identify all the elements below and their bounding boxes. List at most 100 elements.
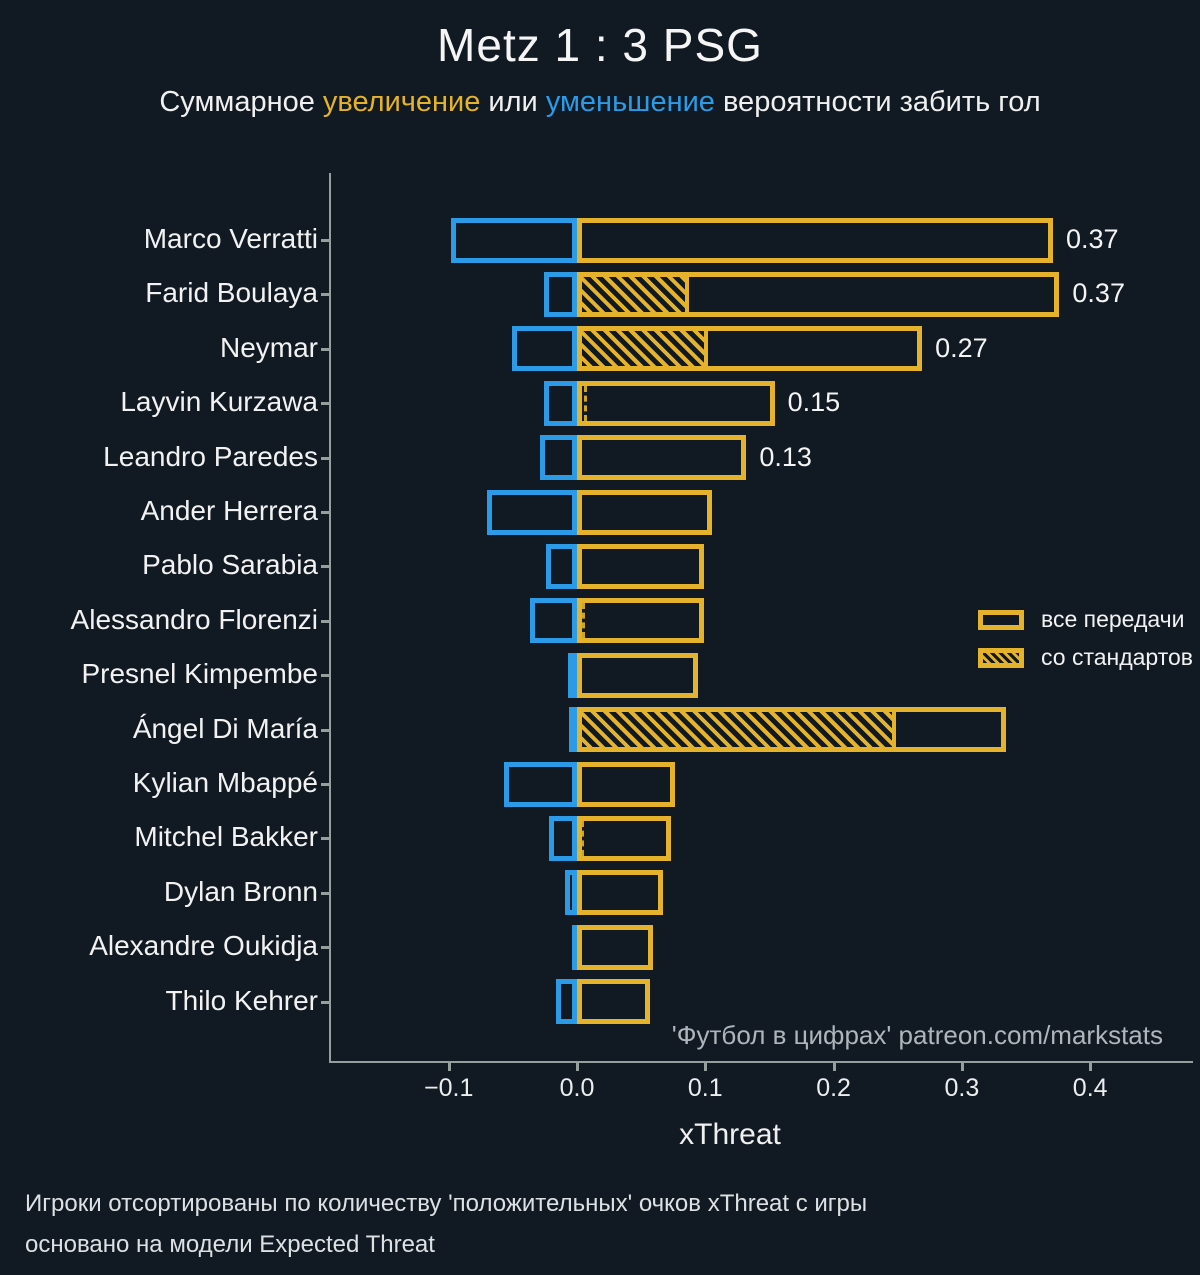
x-tick-label: 0.0	[559, 1074, 595, 1102]
bar-value-label: 0.37	[1072, 278, 1125, 309]
player-label: Dylan Bronn	[163, 875, 318, 907]
bar-value-label: 0.13	[759, 441, 812, 472]
x-tick	[576, 1062, 579, 1071]
bar-positive	[577, 652, 698, 698]
y-tick	[321, 837, 330, 841]
player-label: Ángel Di María	[132, 712, 318, 744]
y-tick	[321, 946, 330, 950]
y-tick	[321, 511, 330, 514]
x-tick	[960, 1062, 964, 1071]
bar-positive	[577, 435, 747, 481]
subtitle-mid: или	[480, 86, 546, 118]
bar-negative	[556, 979, 577, 1025]
y-tick	[321, 619, 330, 623]
player-label: Marco Verratti	[143, 223, 318, 254]
bar-negative	[503, 761, 577, 807]
bar-negative	[451, 217, 577, 263]
y-axis-spine	[329, 173, 331, 1063]
player-label: Layvin Kurzawa	[120, 386, 318, 418]
x-tick	[1089, 1062, 1093, 1071]
bar-value-label: 0.37	[1065, 224, 1119, 254]
bar-negative	[548, 815, 577, 861]
player-label: Neymar	[219, 331, 318, 363]
bar-set-piece	[577, 603, 586, 639]
y-tick	[321, 783, 330, 786]
bar-set-piece	[577, 820, 584, 856]
x-tick-label: 0.1	[687, 1074, 723, 1102]
bar-positive	[577, 924, 653, 970]
bar-positive	[577, 761, 675, 807]
footer-note-line1: Игроки отсортированы по количеству 'поло…	[25, 1190, 868, 1217]
bar-positive	[577, 380, 775, 426]
y-tick	[321, 402, 330, 406]
bar-positive	[577, 815, 671, 861]
player-label: Presnel Kimpembe	[81, 658, 318, 690]
legend-swatch-all-passes	[978, 609, 1024, 630]
bar-negative	[569, 707, 580, 753]
player-label: Alexandre Oukidja	[89, 930, 318, 962]
x-tick	[447, 1062, 451, 1071]
bar-negative	[543, 380, 577, 426]
bar-positive	[577, 870, 663, 916]
bar-positive	[577, 543, 705, 589]
x-tick-label: −0.1	[424, 1074, 474, 1102]
x-axis-spine	[329, 1061, 1193, 1063]
bar-positive	[577, 489, 712, 535]
bar-negative	[546, 543, 577, 589]
y-tick	[321, 728, 330, 732]
bar-value-label: 0.15	[787, 387, 841, 418]
x-tick-label: 0.3	[944, 1074, 980, 1102]
bar-positive	[577, 979, 651, 1025]
legend-label-all-passes: все передачи	[1041, 606, 1185, 632]
y-tick	[321, 239, 330, 242]
subtitle-decrease-word: уменьшение	[545, 86, 715, 118]
x-tick	[832, 1062, 836, 1071]
y-tick	[321, 456, 330, 460]
page-title: Metz 1 : 3 PSG	[437, 19, 763, 71]
player-label: Pablo Sarabia	[142, 549, 318, 581]
bar-positive	[577, 217, 1053, 263]
bar-negative	[487, 489, 577, 535]
bar-negative	[529, 598, 577, 644]
player-label: Leandro Paredes	[103, 440, 318, 472]
watermark: 'Футбол в цифрах' patreon.com/markstats	[671, 1020, 1163, 1050]
y-tick	[321, 1000, 330, 1004]
legend: все передачи со стандартов	[978, 606, 1193, 682]
subtitle-tail: вероятности забить гол	[714, 86, 1041, 118]
y-tick	[321, 293, 330, 297]
chart-subtitle: Суммарное увеличение или уменьшение веро…	[0, 86, 1200, 119]
player-label: Farid Boulaya	[145, 277, 318, 309]
bar-negative	[568, 652, 579, 698]
bar-positive	[577, 271, 1060, 317]
player-label: Mitchel Bakker	[134, 821, 318, 853]
player-label: Kylian Mbappé	[132, 767, 318, 798]
bar-positive	[577, 326, 923, 372]
bar-value-label: 0.27	[935, 332, 988, 363]
y-tick	[321, 674, 330, 678]
bar-negative	[539, 435, 577, 481]
subtitle-increase-word: увеличение	[322, 86, 481, 118]
x-axis-label: xThreat	[679, 1118, 781, 1151]
footer-note-line2: основано на модели Expected Threat	[25, 1231, 435, 1258]
bar-negative	[511, 326, 577, 372]
y-tick	[321, 891, 330, 895]
y-tick	[321, 565, 330, 569]
x-tick-label: 0.2	[816, 1074, 851, 1102]
legend-item-set-pieces: со стандартов	[978, 644, 1193, 671]
player-label: Ander Herrera	[140, 495, 318, 526]
legend-item-all-passes: все передачи	[978, 606, 1193, 633]
player-label: Thilo Kehrer	[165, 984, 318, 1016]
x-tick-label: 0.4	[1072, 1074, 1108, 1102]
bar-positive	[577, 707, 1006, 753]
legend-label-set-pieces: со стандартов	[1041, 644, 1193, 670]
legend-swatch-set-pieces	[978, 647, 1024, 668]
bar-negative	[543, 271, 577, 317]
bar-set-piece	[577, 385, 588, 421]
y-tick	[321, 347, 330, 351]
bar-negative	[565, 870, 577, 916]
subtitle-lead: Суммарное	[159, 86, 323, 118]
player-label: Alessandro Florenzi	[70, 603, 318, 635]
bar-positive	[577, 598, 705, 644]
